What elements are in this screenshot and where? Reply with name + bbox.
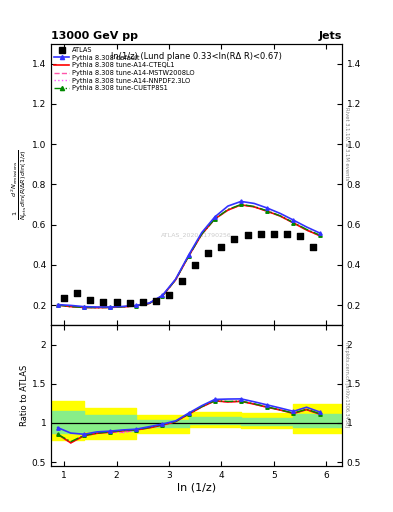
Point — [218, 243, 224, 251]
Point — [140, 298, 146, 306]
Point — [127, 298, 133, 307]
Point — [114, 298, 120, 307]
Text: mcplots.cern.ch [arXiv:1306.3436]: mcplots.cern.ch [arXiv:1306.3436] — [344, 342, 349, 426]
Text: ln(1/z) (Lund plane 0.33<ln(RΔ R)<0.67): ln(1/z) (Lund plane 0.33<ln(RΔ R)<0.67) — [111, 52, 282, 61]
Point — [153, 296, 159, 305]
Point — [74, 289, 81, 297]
Point — [100, 298, 107, 306]
Point — [61, 294, 67, 302]
Text: Rivet 3.1.10, ≥ 3.1M events: Rivet 3.1.10, ≥ 3.1M events — [344, 106, 349, 180]
Y-axis label: Ratio to ATLAS: Ratio to ATLAS — [20, 365, 29, 426]
Legend: ATLAS, Pythia 8.308 default, Pythia 8.308 tune-A14-CTEQL1, Pythia 8.308 tune-A14: ATLAS, Pythia 8.308 default, Pythia 8.30… — [53, 46, 196, 93]
Text: Jets: Jets — [319, 31, 342, 41]
Point — [87, 296, 94, 304]
Text: 13000 GeV pp: 13000 GeV pp — [51, 31, 138, 41]
X-axis label: ln (1/z): ln (1/z) — [177, 482, 216, 493]
Point — [284, 230, 290, 238]
Point — [192, 261, 198, 269]
Point — [244, 231, 251, 239]
Text: ATLAS_2020_I1790256: ATLAS_2020_I1790256 — [161, 232, 232, 238]
Point — [205, 249, 211, 257]
Point — [166, 290, 172, 298]
Point — [297, 232, 303, 240]
Point — [257, 229, 264, 238]
Point — [271, 229, 277, 238]
Point — [179, 277, 185, 285]
Point — [231, 234, 238, 243]
Point — [310, 243, 316, 251]
Y-axis label: $\frac{1}{N_{\rm jets}}\frac{d^2 N_{\rm emissions}}{d\ln(R/\Delta R)\,d\ln(1/z)}: $\frac{1}{N_{\rm jets}}\frac{d^2 N_{\rm … — [10, 149, 31, 220]
